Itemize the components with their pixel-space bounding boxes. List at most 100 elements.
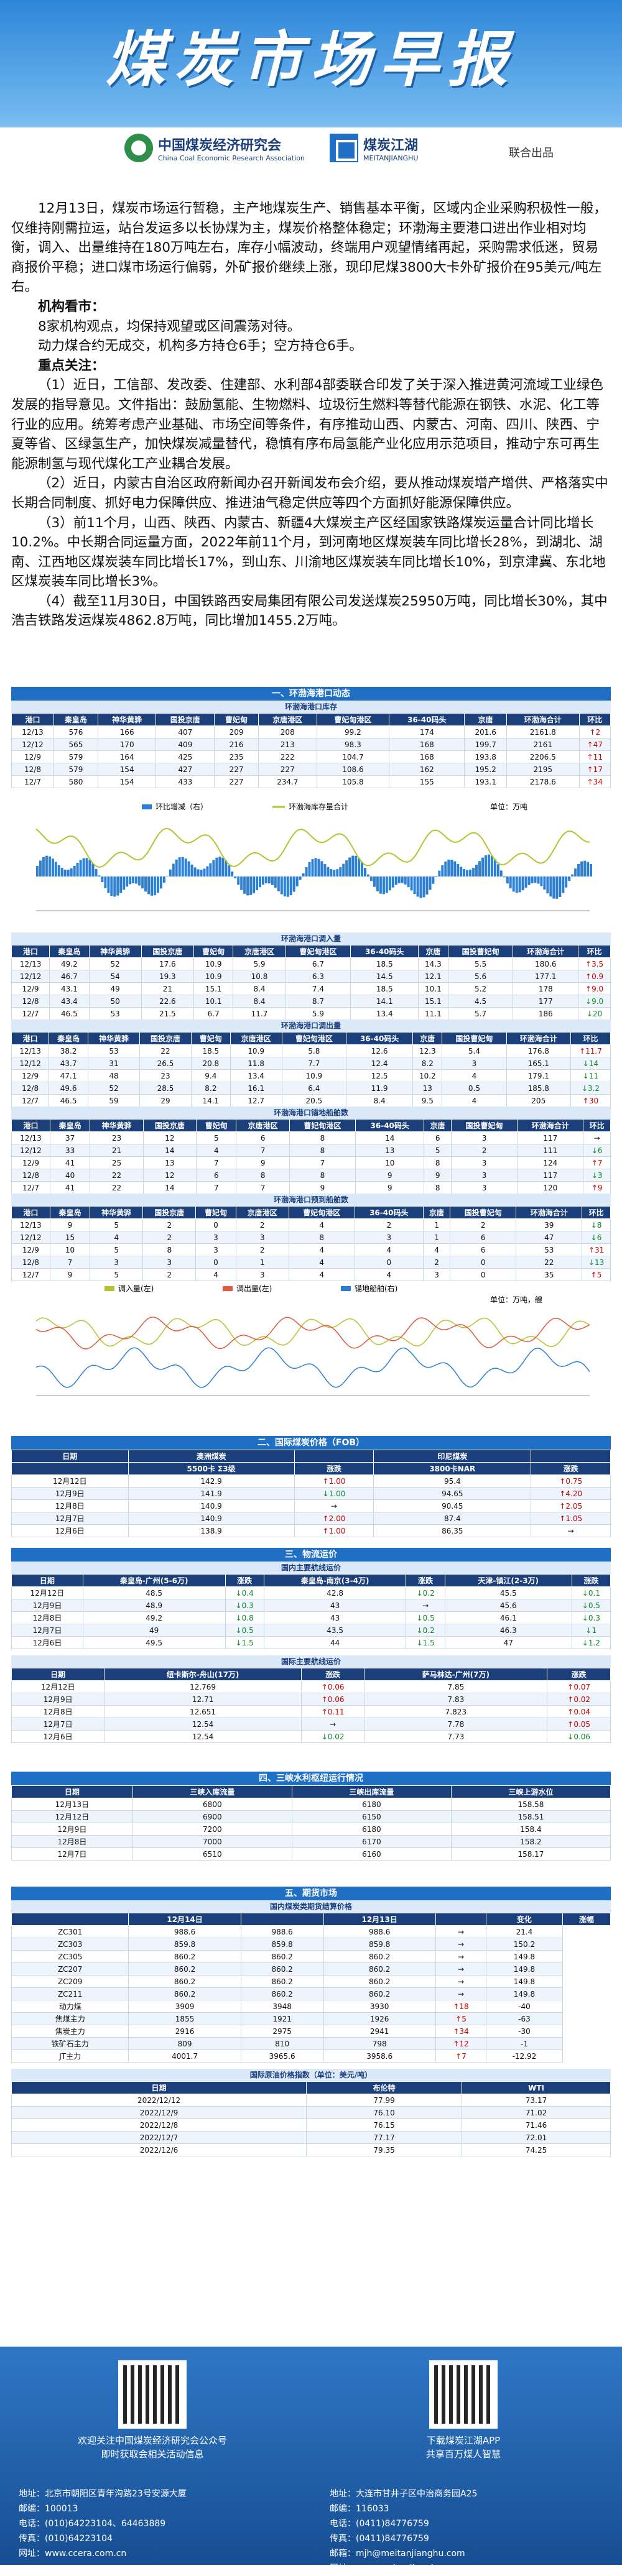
table-cell: 8.4 — [233, 995, 286, 1008]
table-row: 12/12 15 4 2 3 3 8 3 1 6 47 ↓6 — [11, 1231, 611, 1244]
app-qr-code[interactable] — [429, 2360, 498, 2429]
table-cell: 0 — [195, 1218, 236, 1231]
table-cell: 8 — [289, 1131, 356, 1144]
table-cell: 87.4 — [373, 1512, 532, 1525]
table-cell: 10.1 — [418, 982, 448, 995]
table-cell: ↑0.04 — [547, 1705, 611, 1718]
table-row: 12月6日 138.9 ↑1.00 86.35 → — [11, 1524, 611, 1537]
stock-line — [35, 827, 590, 868]
table-row: 12/9 43.1 49 21 15.1 8.4 7.4 18.5 10.1 5.2 178 ↑9.0 — [11, 982, 611, 995]
table-cell: 42.8 — [263, 1586, 407, 1599]
col-header: 涨跌 — [300, 1668, 365, 1681]
col-header: 环渤海合计 — [516, 1206, 583, 1219]
table-cell: 22.6 — [141, 995, 194, 1008]
anchor-table: 港口 秦皇岛 神华黄骅 国投京唐 曹妃甸 京唐港区 曹妃甸港区 36-40码头 京唐 国投曹妃甸环… — [11, 1119, 611, 1194]
intro-p6: （3）前11个月，山西、陕西、内蒙古、新疆4大煤炭主产区经国家铁路煤炭运量合计同… — [11, 515, 606, 590]
table-row: 12/9 47.1 48 23 9.4 13.4 10.9 12.5 10.2 4 179.1 ↓11 — [11, 1069, 611, 1082]
table-cell: 208 — [258, 725, 317, 738]
table-cell: 8 — [424, 1156, 452, 1169]
table-cell: 186 — [513, 1007, 579, 1020]
change-bar — [113, 876, 116, 897]
table-row: 12月8日 140.9 → 90.45 ↑2.05 — [11, 1499, 611, 1512]
table-cell: 5 — [90, 1243, 144, 1256]
table-cell: 12/8 — [11, 1256, 50, 1269]
table-cell: ↓3.2 — [570, 1082, 611, 1095]
table-cell: 2 — [235, 1218, 289, 1231]
table-cell: 12/13 — [11, 1044, 50, 1057]
col-header — [11, 1462, 129, 1475]
table-cell: 579 — [53, 750, 98, 763]
change-bar — [336, 869, 339, 876]
change-bar — [435, 876, 438, 877]
col-header: 秦皇岛 — [53, 713, 98, 726]
table-cell: ↓8 — [582, 1218, 611, 1231]
table-row: 2022/12/12 77.99 73.17 — [11, 2094, 611, 2107]
footer-info-line: 地址：大连市甘井子区中治商务园A25 — [330, 2489, 478, 2499]
table-cell: 9 — [49, 1268, 91, 1281]
table-row: 12/9 41 25 13 7 9 7 10 8 3 124 ↑7 — [11, 1156, 611, 1169]
wechat-qr-code[interactable] — [118, 2360, 187, 2429]
change-bar — [373, 876, 376, 887]
change-bar — [73, 865, 76, 876]
change-bar — [410, 876, 413, 891]
table-cell: 46.1 — [444, 1611, 572, 1624]
table-cell: 2 — [142, 1218, 197, 1231]
change-bar — [339, 867, 342, 876]
col-header: 日期 — [11, 1785, 133, 1798]
change-bar — [240, 876, 243, 890]
table-cell: 1 — [235, 1256, 289, 1269]
table-cell: 1855 — [128, 2012, 241, 2025]
ship-table: 港口 秦皇岛 神华黄骅 国投京唐 曹妃甸 京唐港区 曹妃甸港区 36-40码头 京唐 国投曹妃甸环… — [11, 1206, 611, 1281]
footer-info-line: 电话：(0411)84776759 — [330, 2519, 429, 2529]
table-cell: 52 — [88, 957, 142, 970]
table-cell: ↑0.05 — [547, 1718, 611, 1731]
futures-domestic-title: 国内煤炭类期货结算价格 — [11, 1900, 611, 1913]
change-bar — [559, 876, 562, 897]
table-row: ZC301 988.6 988.6 988.6 → 21.4 — [11, 1925, 611, 1938]
table-cell: 4 — [288, 1218, 355, 1231]
change-bar — [144, 876, 147, 892]
table-cell: 5.9 — [233, 957, 286, 970]
table-cell: 10.2 — [412, 1069, 443, 1082]
col-header: 三峡出库流量 — [291, 1785, 452, 1798]
table-row: 12/7 46.5 59 29 14.1 12.7 20.5 8.4 9.5 4 205 ↑30 — [11, 1094, 611, 1107]
change-bar — [51, 858, 54, 876]
change-bar — [141, 876, 144, 889]
col-header: 印尼煤炭 — [373, 1450, 532, 1463]
table-cell: 20.8 — [190, 1057, 231, 1070]
table-cell: 12/8 — [11, 763, 55, 776]
table-cell: 48.9 — [82, 1599, 226, 1612]
table-cell: ↓0.02 — [300, 1730, 365, 1743]
change-bar — [212, 860, 215, 876]
table-cell: 74.25 — [462, 2143, 611, 2156]
table-cell: 43.1 — [49, 982, 90, 995]
col-header: 秦皇岛 — [49, 1032, 88, 1045]
col-header: 京唐 — [412, 1032, 443, 1045]
table-cell: 425 — [156, 750, 215, 763]
table-cell: 860.2 — [128, 1975, 241, 1988]
change-bar — [283, 876, 286, 896]
in-table: 港口 秦皇岛 神华黄骅 国投京唐 曹妃甸 京唐港区 曹妃甸港区 36-40码头 京唐 国投曹妃甸环… — [11, 945, 611, 1020]
change-bar — [524, 876, 527, 888]
table-cell: 580 — [53, 775, 98, 788]
change-bar — [302, 873, 305, 876]
table-cell: 176.8 — [506, 1044, 571, 1057]
table-cell: -30 — [486, 2025, 563, 2038]
table-cell: 0 — [450, 1256, 517, 1269]
table-cell: 49 — [82, 1624, 226, 1637]
col-header: 涨幅 — [562, 1913, 611, 1926]
change-bar — [571, 874, 574, 876]
table-cell: 焦炭主力 — [11, 2025, 129, 2038]
mtjh-logo-icon — [330, 134, 358, 162]
table-cell: 7.4 — [285, 982, 351, 995]
change-bar — [397, 876, 401, 883]
table-cell: 205 — [506, 1094, 571, 1107]
table-cell: ↑5 — [435, 2012, 487, 2025]
table-row: 12/13 37 23 12 5 6 8 14 6 3 117 → — [11, 1131, 611, 1144]
col-header: 京唐 — [422, 1206, 451, 1219]
table-row: 2022/12/8 76.15 71.46 — [11, 2118, 611, 2132]
change-bar — [487, 854, 490, 876]
col-header: 36-40码头 — [350, 945, 419, 958]
table-cell: 12月12日 — [11, 1474, 129, 1488]
table-row: 铁矿石主力 809 810 798 ↑12 -1 — [11, 2037, 611, 2050]
